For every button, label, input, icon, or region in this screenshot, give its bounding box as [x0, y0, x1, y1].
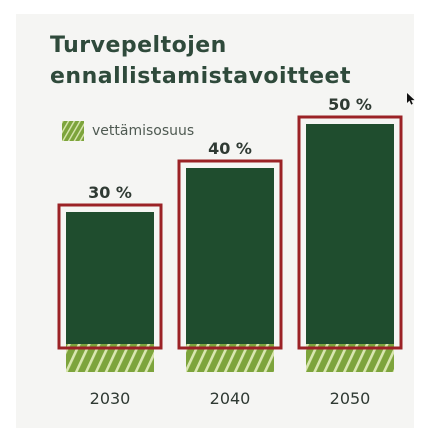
data-label-2050: 50 %	[328, 95, 372, 114]
bar-2030	[66, 212, 154, 344]
chart-title: Turvepeltojen ennallistamistavoitteet	[50, 30, 351, 92]
legend-label: vettämisosuus	[92, 123, 195, 139]
chart-marks: 30 % 2030 40 % 2040 50 % 2050	[57, 95, 403, 408]
legend-swatch-icon	[62, 121, 84, 141]
data-label-2030: 30 %	[88, 183, 132, 202]
target-frame-2040	[177, 159, 283, 350]
data-label-2040: 40 %	[208, 139, 252, 158]
x-tick-label-2050: 2050	[330, 389, 371, 408]
chart-title-line-2: ennallistamistavoitteet	[50, 64, 351, 89]
target-frame-2030	[57, 203, 163, 350]
chart-title-line-1: Turvepeltojen	[50, 33, 227, 58]
mouse-cursor-icon	[407, 93, 415, 105]
chart-legend: vettämisosuus	[62, 121, 194, 141]
target-frame-2050	[297, 115, 403, 350]
bar-2040	[186, 168, 274, 344]
bar-2050	[306, 124, 394, 344]
x-tick-label-2040: 2040	[210, 389, 251, 408]
x-tick-label-2030: 2030	[90, 389, 131, 408]
